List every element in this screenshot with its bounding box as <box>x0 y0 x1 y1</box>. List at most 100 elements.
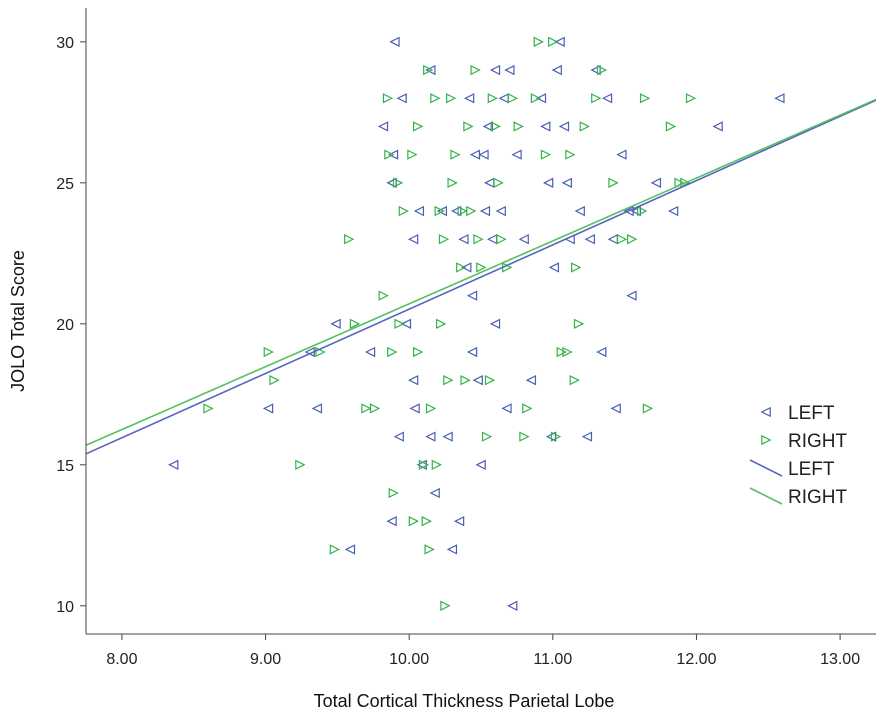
data-point-left <box>590 64 601 76</box>
data-point-right <box>447 177 458 188</box>
x-tick-label: 10.00 <box>389 651 429 668</box>
data-point-left <box>461 262 472 273</box>
data-point-right <box>608 177 619 188</box>
data-point-left <box>478 149 489 160</box>
data-point-left <box>389 36 400 48</box>
data-point-right <box>473 234 484 245</box>
data-point-right <box>637 205 648 217</box>
data-point-right <box>430 93 441 104</box>
data-point-left <box>518 234 529 245</box>
data-point-left <box>458 234 469 245</box>
data-point-left <box>554 36 565 48</box>
y-tick-label: 25 <box>56 176 74 193</box>
data-point-right <box>639 93 651 104</box>
legend-line-left <box>749 459 783 477</box>
legend-marker-right <box>761 434 772 446</box>
data-point-left <box>482 121 493 132</box>
data-point-left <box>409 403 420 414</box>
data-point-left <box>626 290 637 301</box>
data-point-right <box>407 149 418 160</box>
data-point-right <box>591 93 602 104</box>
plot-area <box>85 36 876 611</box>
y-axis-title: JOLO Total Score <box>8 250 28 392</box>
x-tick-label: 12.00 <box>676 651 716 668</box>
data-point-left <box>475 459 486 470</box>
data-point-left <box>466 346 478 358</box>
data-point-right <box>438 234 450 245</box>
data-point-right <box>570 262 582 273</box>
data-point-left <box>596 346 607 358</box>
data-point-right <box>408 516 420 527</box>
data-point-right <box>596 64 608 76</box>
data-point-right <box>456 262 467 273</box>
data-point-left <box>558 121 570 132</box>
data-point-right <box>450 149 461 160</box>
data-point-right <box>295 459 306 470</box>
data-point-left <box>416 459 427 470</box>
data-point-right <box>203 403 214 414</box>
data-point-left <box>407 234 419 245</box>
x-tick-label: 9.00 <box>250 651 281 668</box>
data-point-left <box>425 431 436 442</box>
data-point-right <box>460 375 471 386</box>
data-point-left <box>469 149 481 160</box>
data-point-right <box>413 121 424 132</box>
data-point-left <box>489 318 501 329</box>
data-point-right <box>565 149 576 160</box>
data-point-left <box>525 375 537 386</box>
data-point-left <box>330 318 341 329</box>
data-point-right <box>369 403 381 414</box>
data-point-right <box>463 121 474 132</box>
x-axis-title: Total Cortical Thickness Parietal Lobe <box>314 691 615 711</box>
data-point-left <box>535 93 547 104</box>
data-point-left <box>584 234 595 245</box>
data-point-right <box>579 121 590 132</box>
data-point-left <box>610 403 621 414</box>
data-point-left <box>446 544 458 555</box>
legend-label: LEFT <box>788 403 835 424</box>
data-point-left <box>386 516 397 527</box>
data-point-right <box>387 346 398 358</box>
legend-marker-left <box>760 406 771 418</box>
y-tick-label: 30 <box>56 35 74 52</box>
data-point-left <box>451 205 462 217</box>
data-point-left <box>344 544 356 555</box>
data-point-left <box>386 177 397 188</box>
data-point-right <box>573 318 585 329</box>
data-point-right <box>384 149 395 160</box>
series-left <box>168 36 785 611</box>
data-point-right <box>424 544 435 555</box>
data-point-left <box>425 64 436 76</box>
data-point-right <box>446 93 457 104</box>
data-point-right <box>490 121 501 132</box>
series-right <box>203 36 697 611</box>
data-point-right <box>476 262 487 273</box>
x-tick-label: 8.00 <box>106 651 137 668</box>
data-point-right <box>530 93 542 104</box>
data-point-left <box>387 149 399 160</box>
data-point-left <box>489 64 501 76</box>
data-point-right <box>413 346 424 358</box>
y-axis-ticks: 10 15 20 25 30 <box>56 35 86 616</box>
y-tick-label: 15 <box>56 458 74 475</box>
data-point-right <box>263 346 274 358</box>
data-point-left <box>630 205 641 217</box>
data-point-right <box>431 459 443 470</box>
data-point-left <box>712 121 723 132</box>
data-point-left <box>486 234 498 245</box>
data-point-right <box>540 149 552 160</box>
data-point-right <box>378 290 389 301</box>
data-point-left <box>501 403 512 414</box>
data-point-right <box>496 234 507 245</box>
data-point-right <box>685 93 697 104</box>
data-point-right <box>481 431 493 442</box>
data-point-left <box>561 177 572 188</box>
x-tick-label: 11.00 <box>533 651 572 668</box>
data-point-right <box>435 318 447 329</box>
data-point-left <box>377 121 389 132</box>
data-point-left <box>262 403 274 414</box>
legend-label: LEFT <box>788 459 835 480</box>
data-point-right <box>425 403 437 414</box>
data-point-right <box>569 375 580 386</box>
